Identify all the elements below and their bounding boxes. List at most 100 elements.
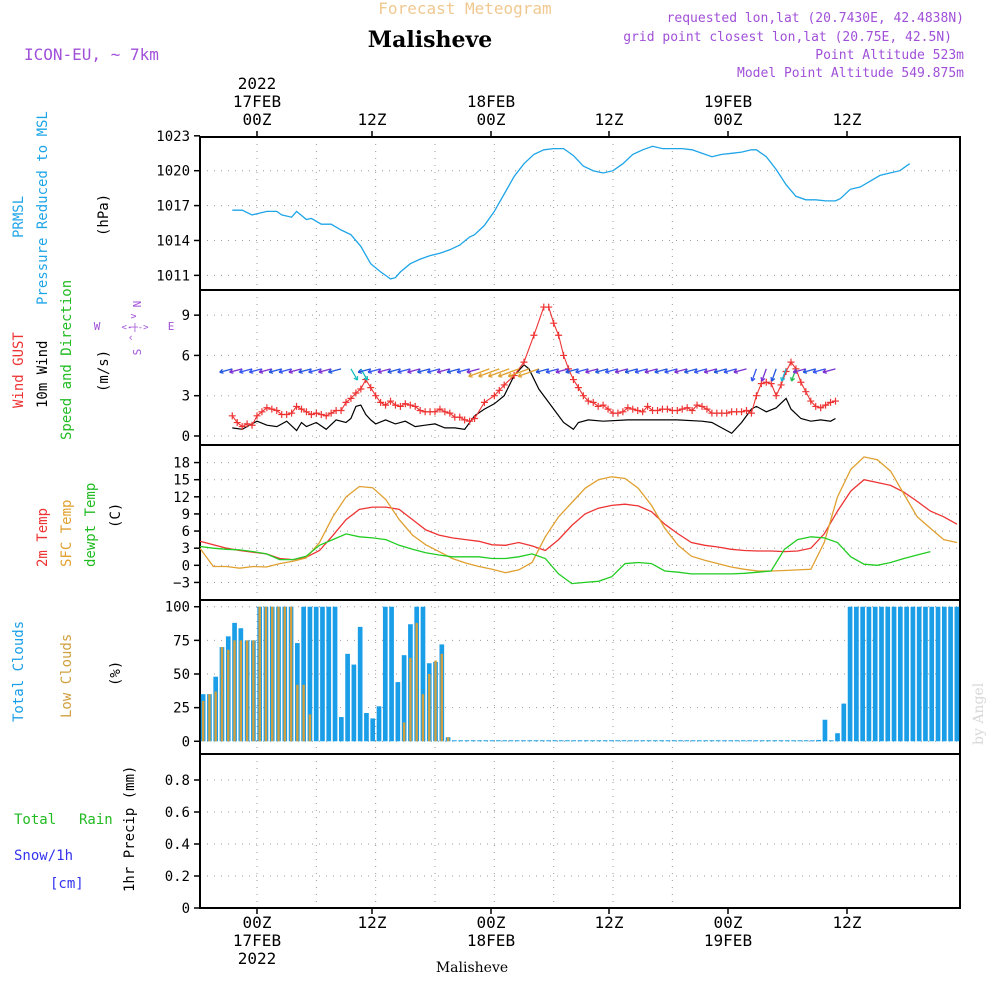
gust-marker bbox=[688, 406, 696, 414]
gust-marker bbox=[302, 408, 310, 416]
footer-location: Malisheve bbox=[436, 960, 508, 976]
gust-marker bbox=[777, 381, 785, 389]
bar-low-clouds bbox=[428, 674, 431, 742]
wind-arrow bbox=[478, 368, 500, 377]
bar-total-clouds bbox=[634, 740, 639, 742]
model-label: ICON-EU, ~ 7km bbox=[24, 45, 159, 64]
gust-marker bbox=[441, 408, 449, 416]
panel-1: 1011 1014 1017 1020 1023 bbox=[156, 129, 961, 291]
gust-marker bbox=[738, 408, 746, 416]
wind-arrow bbox=[654, 368, 668, 373]
wind-arrow-head bbox=[298, 368, 303, 374]
panel-labels: PRMSL Pressure Reduced to MSL (hPa) Wind… bbox=[11, 111, 174, 892]
wind-arrow bbox=[733, 368, 747, 373]
header: Forecast Meteogram Malisheve ICON-EU, ~ … bbox=[24, 0, 987, 976]
gust-marker bbox=[560, 351, 568, 359]
wind-arrow-head bbox=[328, 368, 333, 374]
forecast-meteogram-title: Forecast Meteogram bbox=[378, 0, 551, 18]
series-2m-temp bbox=[199, 478, 958, 561]
panel-2: 0 3 6 9 bbox=[182, 289, 961, 446]
bar-total-clouds bbox=[910, 606, 916, 742]
wind-arrow bbox=[751, 368, 757, 382]
gust-marker bbox=[762, 378, 770, 386]
gust-marker bbox=[367, 384, 375, 392]
y-tick-label: 0 bbox=[182, 901, 190, 917]
panel-frame bbox=[199, 753, 961, 909]
bar-low-clouds bbox=[446, 737, 450, 742]
gust-marker bbox=[619, 408, 627, 416]
y-tick-label: 0 bbox=[182, 734, 190, 750]
bar-low-clouds bbox=[271, 606, 274, 742]
wind-arrow-head bbox=[545, 368, 551, 374]
label-hpa: (hPa) bbox=[96, 194, 112, 236]
y-tick-label: 1011 bbox=[156, 268, 190, 284]
bar-total-clouds bbox=[640, 740, 646, 742]
bar-total-clouds bbox=[653, 740, 658, 742]
gust-marker bbox=[594, 402, 602, 410]
gust-marker bbox=[436, 405, 444, 413]
gust-marker bbox=[273, 406, 281, 414]
bar-total-clouds bbox=[778, 740, 784, 742]
wind-arrow bbox=[249, 368, 263, 373]
wind-arrow-head bbox=[229, 368, 234, 374]
bar-total-clouds bbox=[395, 682, 401, 742]
wind-arrow-head bbox=[258, 368, 264, 374]
y-tick-label: 6 bbox=[182, 524, 190, 540]
wind-arrow-head bbox=[517, 372, 523, 378]
y-tick-label: 100 bbox=[165, 600, 190, 616]
bar-total-clouds bbox=[948, 606, 953, 742]
wind-arrow bbox=[466, 368, 480, 373]
wind-direction-arrows bbox=[219, 368, 836, 382]
bar-total-clouds bbox=[533, 740, 539, 742]
time-tick-label-bottom: 12Z bbox=[595, 913, 624, 932]
bar-low-clouds bbox=[258, 606, 261, 742]
gust-marker bbox=[396, 402, 404, 410]
bar-total-clouds bbox=[897, 606, 903, 742]
time-tick-label-bottom: 12Z bbox=[358, 913, 387, 932]
time-tick-label-top: 17FEB bbox=[233, 92, 281, 111]
wind-arrow-head bbox=[802, 368, 808, 374]
bar-total-clouds bbox=[558, 740, 564, 742]
bar-total-clouds bbox=[923, 606, 928, 742]
bar-total-clouds bbox=[904, 606, 909, 742]
bar-total-clouds bbox=[822, 719, 828, 742]
bar-total-clouds bbox=[659, 740, 664, 742]
compass-we-arrows: <-|-> bbox=[121, 323, 149, 333]
gust-marker bbox=[555, 331, 563, 339]
y-tick-label: 0.2 bbox=[165, 869, 190, 885]
bar-low-clouds bbox=[277, 606, 280, 742]
bar-total-clouds bbox=[929, 606, 935, 742]
time-tick-label-bottom: 00Z bbox=[243, 913, 272, 932]
label-ms: (m/s) bbox=[96, 350, 112, 392]
bar-low-clouds bbox=[308, 714, 312, 742]
wind-arrow-head bbox=[387, 368, 392, 374]
bar-total-clouds bbox=[696, 740, 702, 742]
wind-arrow bbox=[308, 368, 322, 373]
wind-arrow-head bbox=[219, 368, 224, 374]
time-tick-label-bottom: 2022 bbox=[238, 949, 277, 968]
wind-arrow-head bbox=[604, 368, 610, 374]
time-tick-label-top: 12Z bbox=[595, 110, 624, 129]
wind-arrow-head bbox=[664, 368, 669, 374]
bar-total-clouds bbox=[301, 606, 306, 742]
gust-marker bbox=[288, 409, 296, 417]
wind-arrow bbox=[664, 368, 678, 373]
bar-total-clouds bbox=[690, 740, 696, 742]
time-tick-label-top: 19FEB bbox=[704, 92, 752, 111]
bar-low-clouds bbox=[421, 694, 425, 742]
bar-low-clouds bbox=[201, 700, 205, 742]
wind-arrow bbox=[684, 368, 698, 373]
gust-marker bbox=[372, 392, 380, 400]
label-wind-gust: Wind GUST bbox=[11, 332, 27, 408]
wind-arrow-head bbox=[713, 368, 719, 374]
bar-total-clouds bbox=[621, 740, 627, 742]
wind-arrow-head bbox=[733, 368, 738, 374]
wind-arrow bbox=[328, 368, 342, 373]
gust-marker bbox=[391, 401, 399, 409]
wind-arrow-head bbox=[507, 372, 513, 378]
gust-marker bbox=[678, 405, 686, 413]
bar-low-clouds bbox=[409, 657, 412, 742]
wind-arrow bbox=[694, 368, 708, 373]
y-tick-label: 75 bbox=[173, 633, 190, 649]
